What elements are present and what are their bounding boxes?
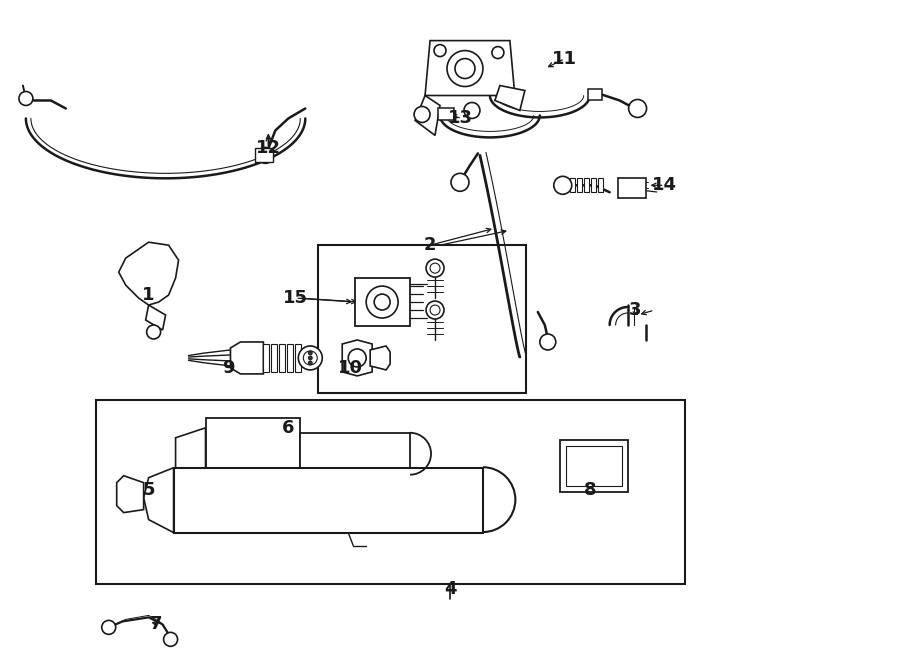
Circle shape bbox=[366, 286, 398, 318]
Polygon shape bbox=[342, 340, 373, 376]
Circle shape bbox=[147, 325, 160, 339]
Bar bbox=[577, 178, 581, 192]
Circle shape bbox=[309, 356, 312, 360]
Circle shape bbox=[19, 91, 33, 106]
Bar bbox=[95, 400, 685, 584]
Polygon shape bbox=[495, 85, 525, 110]
Polygon shape bbox=[425, 40, 515, 95]
Circle shape bbox=[298, 346, 322, 370]
Polygon shape bbox=[144, 468, 174, 533]
Bar bbox=[356, 278, 410, 326]
Circle shape bbox=[554, 176, 572, 194]
Bar bbox=[598, 178, 603, 192]
Circle shape bbox=[309, 351, 312, 355]
Circle shape bbox=[628, 100, 646, 118]
Circle shape bbox=[464, 102, 480, 118]
Bar bbox=[174, 468, 483, 533]
Circle shape bbox=[426, 259, 444, 277]
Circle shape bbox=[102, 621, 116, 635]
Circle shape bbox=[540, 334, 556, 350]
Circle shape bbox=[434, 44, 446, 57]
Polygon shape bbox=[176, 428, 205, 480]
Bar bbox=[256, 148, 274, 163]
Polygon shape bbox=[230, 342, 264, 374]
Bar bbox=[560, 440, 627, 492]
Circle shape bbox=[451, 173, 469, 191]
Bar bbox=[279, 344, 285, 372]
Bar bbox=[590, 178, 596, 192]
Bar bbox=[287, 344, 293, 372]
Circle shape bbox=[164, 633, 177, 646]
Circle shape bbox=[348, 349, 366, 367]
Text: 6: 6 bbox=[282, 419, 294, 437]
Bar bbox=[617, 178, 645, 198]
Bar bbox=[319, 245, 526, 393]
Bar bbox=[264, 344, 269, 372]
Text: 15: 15 bbox=[283, 289, 308, 307]
Text: 8: 8 bbox=[583, 481, 596, 498]
Bar bbox=[205, 418, 301, 490]
Bar bbox=[566, 446, 622, 486]
Text: 2: 2 bbox=[424, 236, 436, 254]
Bar bbox=[570, 178, 575, 192]
Bar bbox=[588, 89, 602, 100]
Polygon shape bbox=[415, 95, 440, 136]
Text: 4: 4 bbox=[444, 580, 456, 598]
Circle shape bbox=[414, 106, 430, 122]
Bar bbox=[584, 178, 589, 192]
Circle shape bbox=[447, 51, 483, 87]
Bar bbox=[301, 433, 410, 475]
Circle shape bbox=[430, 305, 440, 315]
Circle shape bbox=[455, 59, 475, 79]
Circle shape bbox=[426, 301, 444, 319]
Polygon shape bbox=[119, 242, 178, 305]
Polygon shape bbox=[146, 305, 166, 330]
Text: 7: 7 bbox=[149, 615, 162, 633]
Polygon shape bbox=[370, 346, 390, 370]
Text: 12: 12 bbox=[256, 139, 281, 157]
Text: 5: 5 bbox=[142, 481, 155, 498]
Polygon shape bbox=[117, 476, 144, 513]
Circle shape bbox=[257, 147, 274, 163]
Circle shape bbox=[492, 46, 504, 59]
Bar bbox=[295, 344, 302, 372]
Circle shape bbox=[309, 361, 312, 365]
Circle shape bbox=[430, 263, 440, 273]
Text: 13: 13 bbox=[447, 110, 473, 128]
Text: 11: 11 bbox=[553, 50, 577, 67]
Bar bbox=[272, 344, 277, 372]
Bar bbox=[438, 108, 454, 120]
Text: 10: 10 bbox=[338, 359, 363, 377]
Text: 9: 9 bbox=[222, 359, 235, 377]
Text: 3: 3 bbox=[628, 301, 641, 319]
Text: 14: 14 bbox=[652, 176, 677, 194]
Text: 1: 1 bbox=[142, 286, 155, 304]
Circle shape bbox=[374, 294, 390, 310]
Circle shape bbox=[303, 351, 318, 365]
